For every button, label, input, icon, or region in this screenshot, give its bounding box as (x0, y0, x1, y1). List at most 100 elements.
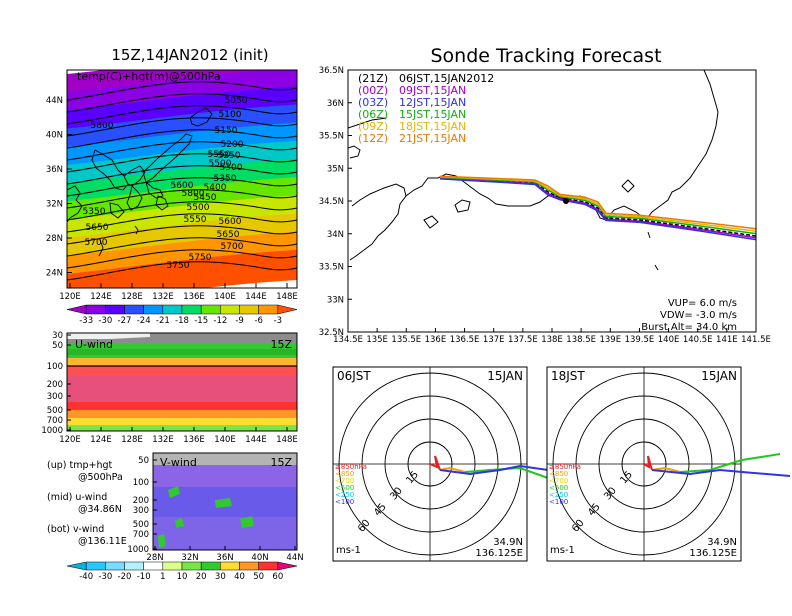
track-lon-tick: 134.5E (333, 335, 363, 345)
wind-colorbar-label: 30 (215, 572, 226, 582)
pressure-legend-entry: <500 (549, 484, 568, 492)
contour-label: 5800 (91, 121, 114, 131)
contour-label: 5650 (86, 223, 109, 233)
launch-time: (03Z) (358, 96, 388, 109)
launch-time: (09Z) (358, 120, 388, 133)
u-wind-pressure-tick: 300 (47, 392, 63, 402)
u-wind-lon-tick: 148E (276, 435, 298, 445)
pressure-legend-entry: <100 (335, 498, 354, 506)
param-burst: Burst Alt= 34.0 km (641, 322, 737, 333)
temp-colorbar-label: -21 (156, 316, 170, 326)
track-lat-tick: 36N (327, 99, 344, 109)
wind-colorbar: -40 -30 -20 -10 1 10 20 30 40 50 60 (66, 561, 298, 582)
temp-colorbar-swatch (124, 304, 144, 315)
height-contour (67, 201, 297, 221)
launch-label: 21JST,15JAN (399, 132, 466, 145)
wind-profile (643, 455, 653, 471)
contour-label: 5350 (83, 207, 106, 217)
pressure-legend-entry: <700 (549, 477, 568, 485)
pressure-legend-entry: ≥850hPa (335, 463, 367, 471)
track-lon-tick: 141E (716, 335, 738, 345)
temp-colorbar-swatch (277, 304, 298, 315)
v-wind-pressure-tick: 1000 (127, 545, 149, 555)
u-wind-lon-tick: 124E (90, 435, 112, 445)
contour-label: 5400 (204, 183, 227, 193)
hodograph-unit: ms-1 (550, 545, 575, 556)
contour-label: 5100 (219, 110, 242, 120)
launch-label: 18JST,15JAN (399, 120, 466, 133)
launch-time: (00Z) (358, 84, 388, 97)
temp-colorbar-swatch (66, 304, 87, 315)
contour-label: 5550 (208, 150, 231, 160)
temperature-map: 5050510051505200525053005350540054505500… (46, 69, 298, 302)
launch-label: 12JST,15JAN (399, 96, 466, 109)
height-contour (67, 141, 297, 161)
wind-colorbar-label: 10 (177, 572, 188, 582)
wind-profile (651, 468, 791, 477)
track-lon-tick: 136E (425, 335, 447, 345)
contour-label: 5600 (171, 181, 194, 191)
u-wind-lon-tick: 140E (214, 435, 236, 445)
map-lon-tick: 136E (183, 292, 205, 302)
v-wind-lat-tick: 44N (286, 553, 303, 563)
launch-time: (06Z) (358, 108, 388, 121)
launch-time: (21Z) (358, 72, 388, 85)
height-contour (67, 261, 297, 281)
map-lat-tick: 40N (46, 131, 63, 141)
pressure-legend-entry: ≥850hPa (549, 463, 581, 471)
wind-colorbar-label: 20 (196, 572, 207, 582)
map-lon-tick: 132E (152, 292, 174, 302)
wind-colorbar-swatch (85, 561, 106, 571)
contour-label: 5500 (187, 203, 210, 213)
height-contour (67, 237, 297, 257)
v-wind-lat-tick: 36N (216, 553, 233, 563)
contour-label: 5250 (218, 151, 241, 161)
map-lon-tick: 144E (245, 292, 267, 302)
u-wind-bands (67, 333, 297, 431)
hodograph-time: 18JST (551, 369, 585, 383)
pressure-legend-entry: <250 (335, 491, 354, 499)
hodograph-lon: 136.125E (475, 548, 523, 559)
contour-label: 5800 (182, 189, 205, 199)
contour-label: 5550 (184, 215, 207, 225)
u-wind-lon-tick: 136E (183, 435, 205, 445)
height-contour (67, 153, 297, 173)
wind-colorbar-swatch (162, 561, 183, 571)
hodograph-lat: 34.9N (493, 537, 523, 548)
map-lat-tick: 44N (46, 96, 63, 106)
track-lon-tick: 135E (366, 335, 388, 345)
launch-label: 06JST,15JAN2012 (399, 72, 494, 85)
track-lat-tick: 35N (327, 164, 344, 174)
wind-colorbar-swatch (105, 561, 125, 571)
temp-colorbar-label: -15 (194, 316, 208, 326)
track-lat-tick: 34.5N (319, 197, 344, 207)
temp-colorbar-label: -3 (274, 316, 282, 326)
wind-colorbar-label: -20 (118, 572, 132, 582)
height-contour (67, 129, 297, 149)
wind-colorbar-label: 1 (160, 572, 165, 582)
hodograph-lat: 34.9N (707, 537, 737, 548)
u-wind-lon-tick: 132E (152, 435, 174, 445)
u-wind-label: U-wind (75, 338, 113, 351)
temperature-colorbar: -33 -30 -27 -24 -21 -18 -15 -12 -9 -6 -3 (66, 304, 298, 326)
track-lon-tick: 135.5E (391, 335, 421, 345)
track-lat-tick: 35.5N (319, 132, 344, 142)
pressure-legend-entry: <850 (335, 470, 354, 478)
height-contour (67, 177, 297, 197)
launch-time: (12Z) (358, 132, 388, 145)
wind-profile (439, 464, 549, 476)
tracking-map: (21Z) 06JST,15JAN2012 (00Z) 09JST,15JAN (03Z… (319, 66, 771, 345)
pressure-legend-entry: <700 (335, 477, 354, 485)
v-wind-pressure-tick: 300 (133, 506, 149, 516)
launch-legend: (21Z) 06JST,15JAN2012 (00Z) 09JST,15JAN (03Z… (358, 72, 494, 145)
u-wind-lon-tick: 128E (121, 435, 143, 445)
map-lon-tick: 120E (59, 292, 81, 302)
v-wind-pressure-tick: 500 (133, 520, 149, 530)
map-lat-tick: 24N (46, 269, 63, 279)
contour-label: 5150 (215, 126, 238, 136)
